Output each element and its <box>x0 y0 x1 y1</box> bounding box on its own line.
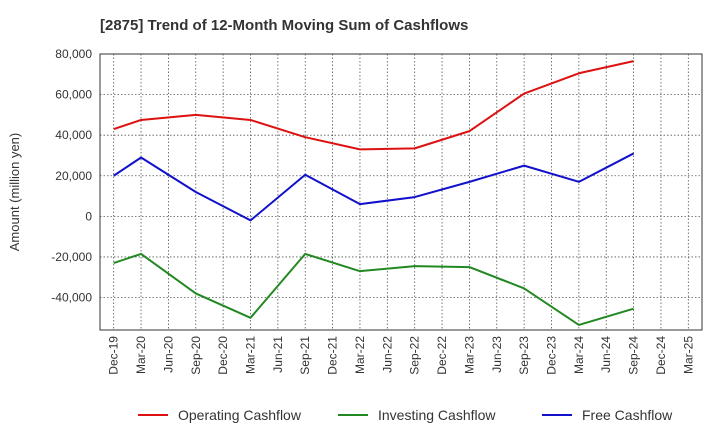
legend-label: Operating Cashflow <box>178 407 302 423</box>
x-tick-label: Mar-25 <box>681 336 695 374</box>
y-tick-label: -40,000 <box>51 291 92 305</box>
x-tick-label: Jun-21 <box>271 336 285 373</box>
x-tick-label: Sep-22 <box>408 336 422 375</box>
x-tick-label: Mar-21 <box>244 336 258 374</box>
legend-label: Free Cashflow <box>582 407 673 423</box>
plot-frame <box>99 53 703 331</box>
series-line <box>113 252 634 326</box>
x-tick-label: Sep-21 <box>298 336 312 375</box>
grid <box>100 53 702 330</box>
chart-title: [2875] Trend of 12-Month Moving Sum of C… <box>100 17 468 34</box>
legend: Operating Cashflow Investing Cashflow Free… <box>138 407 673 423</box>
x-tick-label: Mar-20 <box>134 336 148 374</box>
y-tick-label: -20,000 <box>51 250 92 264</box>
series-line <box>113 60 634 151</box>
x-tick-label: Jun-22 <box>380 336 394 373</box>
y-axis-ticks: 80,000 60,000 40,000 20,000 0 -20,000 -40,000 <box>51 47 92 305</box>
y-tick-label: 20,000 <box>55 169 92 183</box>
x-tick-label: Dec-23 <box>545 336 559 375</box>
series-lines <box>113 60 635 326</box>
x-axis-ticks: Dec-19 Mar-20 Jun-20 Sep-20 Dec-20 Mar-21 Jun-… <box>107 336 696 375</box>
y-tick-label: 0 <box>85 209 92 223</box>
x-tick-label: Sep-23 <box>517 336 531 375</box>
series-line <box>113 152 635 222</box>
y-tick-label: 40,000 <box>55 128 92 142</box>
x-tick-label: Mar-22 <box>353 336 367 374</box>
x-tick-label: Dec-24 <box>654 336 668 375</box>
x-tick-label: Sep-24 <box>627 336 641 375</box>
y-tick-label: 80,000 <box>55 47 92 61</box>
x-tick-label: Mar-24 <box>572 336 586 374</box>
y-tick-label: 60,000 <box>55 88 92 102</box>
x-tick-label: Dec-19 <box>107 336 121 375</box>
x-tick-label: Mar-23 <box>462 336 476 374</box>
x-tick-label: Dec-20 <box>216 336 230 375</box>
x-tick-label: Jun-20 <box>161 336 175 373</box>
x-tick-label: Dec-22 <box>435 336 449 375</box>
x-tick-label: Jun-24 <box>599 336 613 373</box>
x-tick-label: Dec-21 <box>326 336 340 375</box>
legend-label: Investing Cashflow <box>378 407 496 423</box>
y-axis-label: Amount (million yen) <box>7 133 22 252</box>
x-tick-label: Jun-23 <box>490 336 504 373</box>
x-tick-label: Sep-20 <box>189 336 203 375</box>
